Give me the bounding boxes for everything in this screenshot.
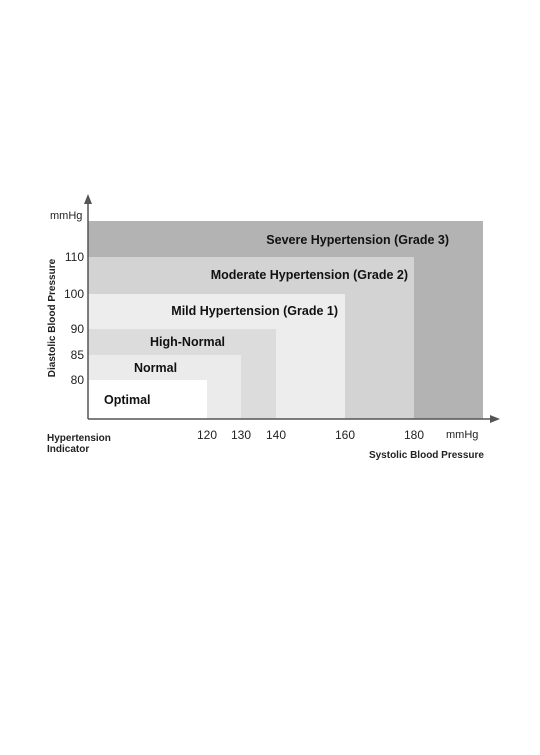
zone-label-severe-hypertension-grade-3: Severe Hypertension (Grade 3) bbox=[266, 233, 449, 247]
axes-layer bbox=[84, 194, 500, 423]
y-tick-85: 85 bbox=[71, 348, 85, 362]
zone-label-high-normal: High-Normal bbox=[150, 335, 225, 349]
zones-layer bbox=[88, 221, 483, 419]
corner-label-line-2: Indicator bbox=[47, 444, 89, 455]
y-tick-90: 90 bbox=[71, 322, 85, 336]
x-axis-title: Systolic Blood Pressure bbox=[369, 450, 484, 461]
x-tick-140: 140 bbox=[266, 428, 286, 442]
zone-label-mild-hypertension-grade-1: Mild Hypertension (Grade 1) bbox=[171, 304, 338, 318]
y-tick-80: 80 bbox=[71, 373, 85, 387]
zone-label-optimal: Optimal bbox=[104, 393, 151, 407]
zone-optimal bbox=[88, 380, 207, 419]
zone-labels-layer: Severe Hypertension (Grade 3) Moderate Hy… bbox=[104, 233, 449, 407]
corner-label-line-1: Hypertension bbox=[47, 433, 111, 444]
x-tick-labels: 120 130 140 160 180 bbox=[197, 428, 424, 442]
y-tick-110: 110 bbox=[65, 250, 84, 264]
y-axis-arrow bbox=[84, 194, 92, 204]
y-unit-label: mmHg bbox=[50, 210, 82, 222]
y-tick-labels: 80 85 90 100 110 bbox=[64, 250, 84, 387]
zone-label-moderate-hypertension-grade-2: Moderate Hypertension (Grade 2) bbox=[211, 268, 408, 282]
x-tick-180: 180 bbox=[404, 428, 424, 442]
y-axis-title: Diastolic Blood Pressure bbox=[47, 258, 58, 377]
x-tick-160: 160 bbox=[335, 428, 355, 442]
x-tick-120: 120 bbox=[197, 428, 217, 442]
x-unit-label: mmHg bbox=[446, 429, 478, 441]
zone-label-normal: Normal bbox=[134, 361, 177, 375]
x-tick-130: 130 bbox=[231, 428, 251, 442]
x-axis-arrow bbox=[490, 415, 500, 423]
y-tick-100: 100 bbox=[64, 287, 84, 301]
